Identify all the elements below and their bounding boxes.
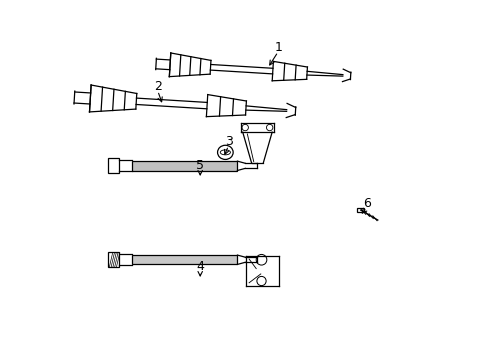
Bar: [132, 161, 237, 171]
Bar: [356, 208, 363, 212]
Bar: [108, 252, 119, 267]
Bar: [108, 158, 119, 173]
Text: 5: 5: [196, 159, 204, 172]
Text: 3: 3: [224, 135, 232, 148]
Text: 6: 6: [362, 197, 370, 210]
Text: 2: 2: [153, 80, 161, 93]
Text: 1: 1: [274, 41, 282, 54]
Bar: [132, 255, 237, 265]
Text: 4: 4: [196, 260, 203, 273]
